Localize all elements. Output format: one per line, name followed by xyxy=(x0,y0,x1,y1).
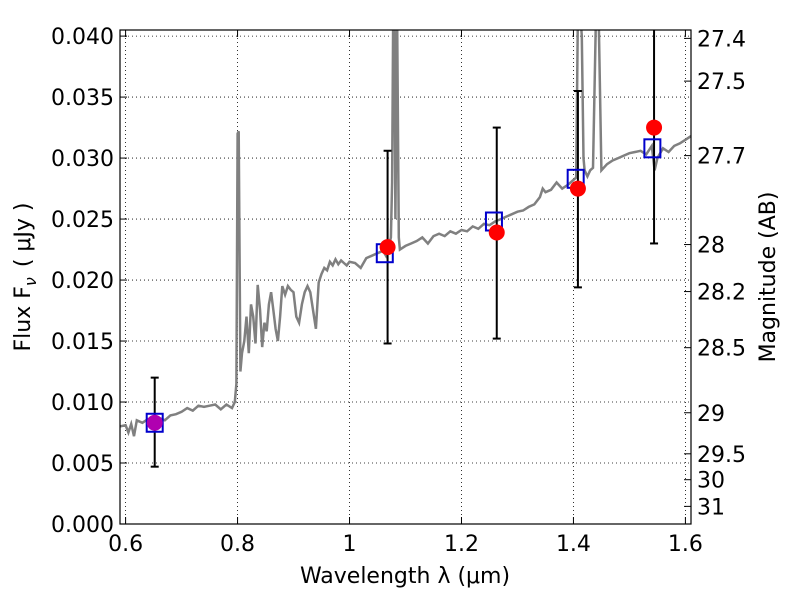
plot-frame xyxy=(119,29,692,525)
model-square xyxy=(643,138,662,159)
axis-tick-labels: 0.6 0.8 1 1.2 1.4 1.6 0.000 0.005 0.010 0.015 0.02… xyxy=(51,25,746,557)
y2-tick-label: 27.5 xyxy=(697,70,746,95)
x-tick-label: 1.2 xyxy=(444,532,479,557)
x-tick-label: 0.8 xyxy=(220,532,255,557)
y2-tick-label: 27.7 xyxy=(697,145,746,170)
y2-tick-label: 29.5 xyxy=(697,443,746,468)
y2-axis-label: Magnitude (AB) xyxy=(756,192,781,363)
y-tick-label: 0.000 xyxy=(51,513,114,538)
observed-point xyxy=(379,239,396,256)
y2-tick-label: 28.2 xyxy=(697,281,746,306)
y-tick-label: 0.025 xyxy=(51,208,114,233)
observed-point xyxy=(146,414,163,431)
observed-point xyxy=(646,119,663,136)
x-tick-label: 0.6 xyxy=(108,532,143,557)
x-tick-label: 1.6 xyxy=(668,532,703,557)
observed-point xyxy=(488,224,505,241)
y-axis-label-unit: ( μJy ) xyxy=(11,203,36,268)
y-tick-label: 0.030 xyxy=(51,147,114,172)
grid-lines xyxy=(120,30,691,525)
y-axis-label: Flux Fν( μJy ) xyxy=(11,203,40,352)
y2-tick-label: 30 xyxy=(697,469,725,494)
y2-tick-label: 29 xyxy=(697,402,725,427)
y2-tick-label: 27.4 xyxy=(697,27,746,52)
y-tick-label: 0.040 xyxy=(51,25,114,50)
x-tick-label: 1 xyxy=(343,532,357,557)
observed-photometry-points xyxy=(146,119,663,431)
y2-tick-label: 28.5 xyxy=(697,337,746,362)
y2-tick-label: 28 xyxy=(697,234,725,259)
y-axis-label-subscript: ν xyxy=(21,277,40,286)
axis-ticks xyxy=(120,30,691,525)
y2-tick-label: 31 xyxy=(697,495,725,520)
x-tick-label: 1.4 xyxy=(556,532,591,557)
observed-point xyxy=(569,180,586,197)
y-tick-label: 0.010 xyxy=(51,391,114,416)
y-tick-label: 0.035 xyxy=(51,86,114,111)
y-tick-label: 0.020 xyxy=(51,269,114,294)
y-tick-label: 0.015 xyxy=(51,330,114,355)
y-tick-label: 0.005 xyxy=(51,452,114,477)
model-spectrum-line xyxy=(120,30,691,437)
x-axis-label: Wavelength λ (μm) xyxy=(300,564,510,589)
